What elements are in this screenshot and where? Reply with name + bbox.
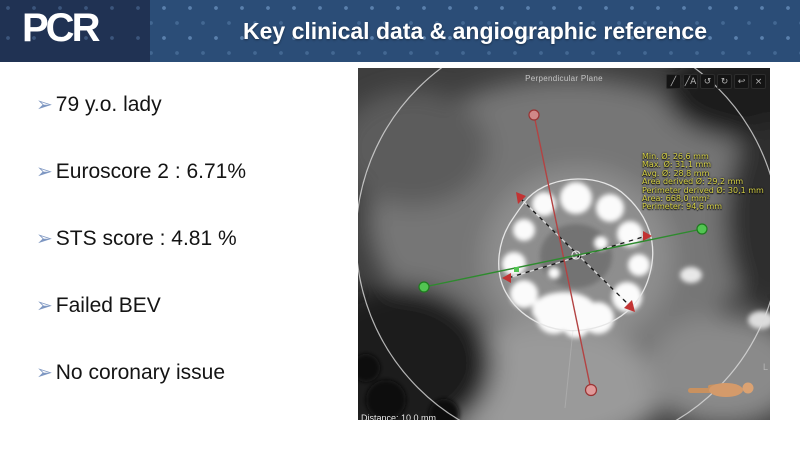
patient-orientation-figure: [688, 382, 754, 397]
bullet-arrow-icon: ➢: [36, 161, 53, 183]
green-handle-left[interactable]: [418, 281, 430, 293]
measurement-line: Area derived Ø: 29,2 mm: [642, 177, 744, 187]
rotate-left-icon[interactable]: ↺: [700, 74, 715, 89]
measurement-readout: Min. Ø: 26,6 mm Max. Ø: 31,1 mm Avg. Ø: …: [642, 152, 764, 212]
ct-bright-structures: [680, 267, 770, 329]
diameter-crosshairs: [502, 192, 652, 312]
bullet-arrow-icon: ➢: [36, 94, 53, 116]
header-bar: PCR Key clinical data & angiographic ref…: [0, 0, 800, 62]
green-handle-right[interactable]: [696, 223, 708, 235]
orientation-label: L: [762, 362, 768, 372]
length-tool-icon[interactable]: ╱: [666, 74, 681, 89]
list-item: ➢ Failed BEV: [36, 293, 346, 319]
list-item-text: STS score : 4.81 %: [55, 227, 237, 250]
undo-icon[interactable]: ↩: [734, 74, 749, 89]
measurement-line: Perimeter derived Ø: 30,1 mm: [642, 185, 764, 195]
bullet-arrow-icon: ➢: [36, 228, 53, 250]
red-handle-bottom[interactable]: [584, 383, 598, 397]
ct-image: [358, 68, 770, 420]
green-measure-line: [418, 223, 708, 293]
measurement-line: Area: 668,0 mm²: [642, 194, 710, 204]
delete-tool-icon[interactable]: ×: [751, 74, 766, 89]
faint-guide-line: [564, 329, 574, 409]
distance-label: Distance: 10.0 mm: [361, 413, 437, 420]
list-item-text: No coronary issue: [55, 361, 226, 384]
clinical-data-list: ➢ 79 y.o. lady ➢ Euroscore 2 : 6.71% ➢ S…: [36, 92, 346, 386]
rotate-right-icon[interactable]: ↻: [717, 74, 732, 89]
list-item-text: Failed BEV: [55, 294, 161, 317]
red-measure-line: [528, 109, 598, 397]
length-annotate-tool-icon[interactable]: ╱A: [683, 74, 698, 89]
annulus-contour: [498, 178, 654, 332]
measurement-line: Perimeter: 94,6 mm: [642, 202, 723, 212]
list-item-text: 79 y.o. lady: [55, 93, 162, 116]
list-item-text: Euroscore 2 : 6.71%: [55, 160, 247, 183]
ct-scan-viewer: Perpendicular Plane ╱ ╱A ↺ ↻ ↩ × Min. Ø:…: [358, 68, 770, 420]
list-item: ➢ No coronary issue: [36, 360, 346, 386]
plane-label: Perpendicular Plane: [525, 74, 603, 83]
pcr-logo: PCR: [22, 6, 100, 50]
page-title: Key clinical data & angiographic referen…: [243, 17, 707, 44]
ct-tissue: [358, 68, 770, 420]
ct-toolbar: ╱ ╱A ↺ ↻ ↩ ×: [666, 74, 766, 89]
list-item: ➢ Euroscore 2 : 6.71%: [36, 159, 346, 185]
red-handle-top[interactable]: [528, 109, 540, 121]
list-item: ➢ STS score : 4.81 %: [36, 226, 346, 252]
bullet-arrow-icon: ➢: [36, 362, 53, 384]
calcifications: [502, 182, 650, 338]
list-item: ➢ 79 y.o. lady: [36, 92, 346, 118]
measurement-line: Avg. Ø: 28,8 mm: [642, 168, 710, 178]
bullet-arrow-icon: ➢: [36, 295, 53, 317]
measurement-line: Min. Ø: 26,6 mm: [642, 152, 709, 161]
logo-block: PCR: [0, 0, 150, 62]
measurement-line: Max. Ø: 31,1 mm: [642, 160, 712, 170]
